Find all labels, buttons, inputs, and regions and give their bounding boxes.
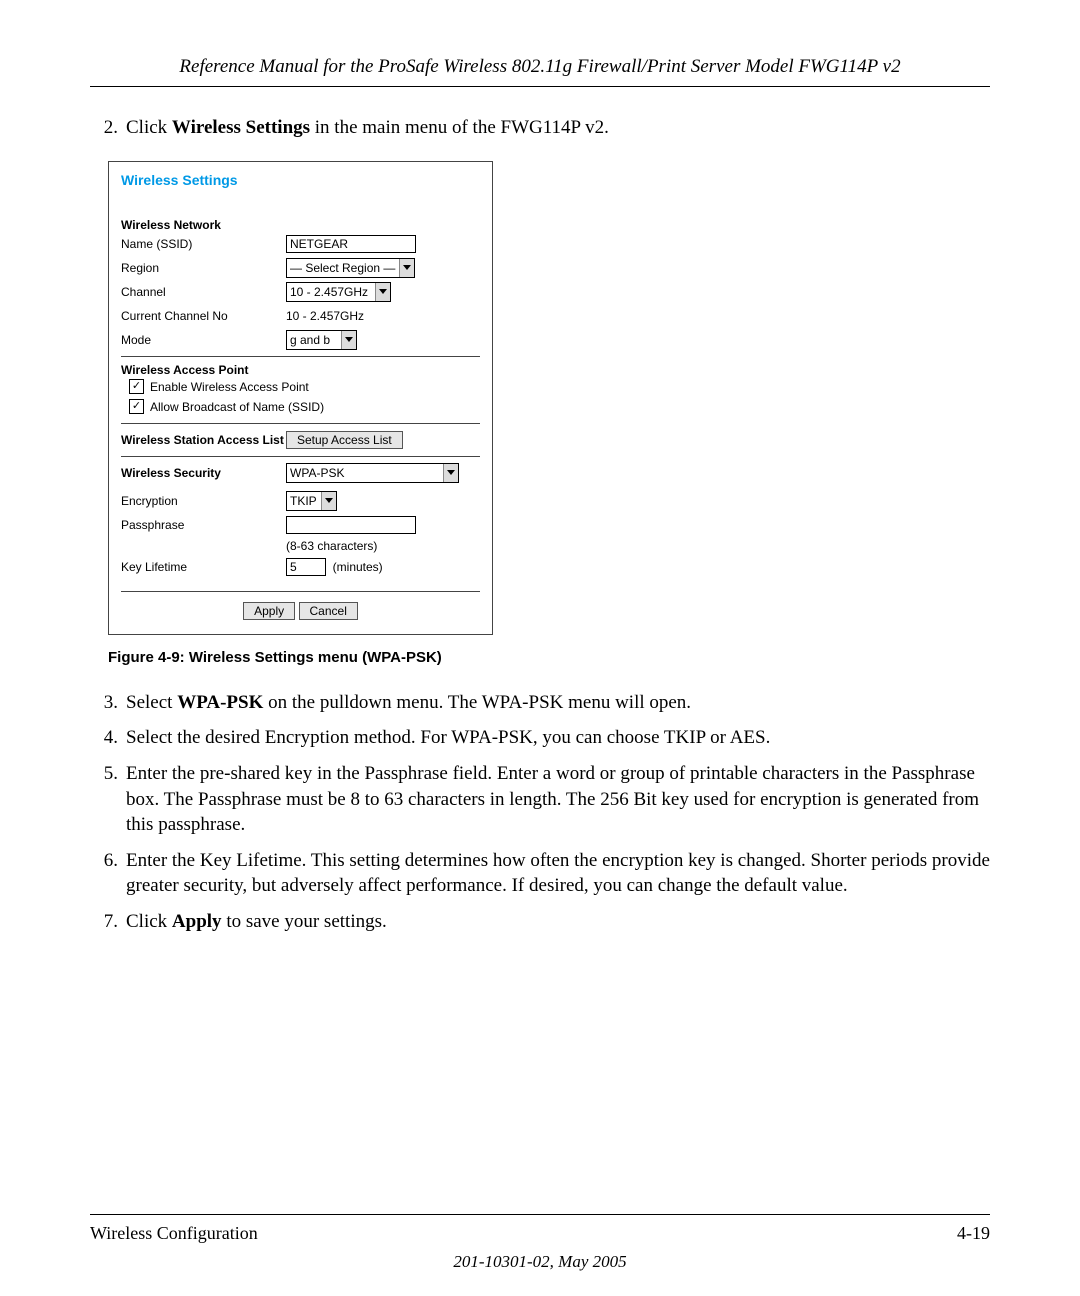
passphrase-hint: (8-63 characters): [286, 539, 480, 553]
label-mode: Mode: [121, 333, 286, 347]
step-text: Select WPA-PSK on the pulldown menu. The…: [126, 690, 990, 716]
footer-sub: 201-10301-02, May 2005: [0, 1252, 1080, 1272]
ssid-input[interactable]: [286, 235, 416, 253]
step-number: 5.: [90, 761, 118, 838]
text: Click: [126, 117, 172, 138]
step-number: 6.: [90, 848, 118, 899]
passphrase-input[interactable]: [286, 516, 416, 534]
key-lifetime-input[interactable]: [286, 558, 326, 576]
text-bold: Wireless Settings: [172, 117, 310, 138]
label-region: Region: [121, 261, 286, 275]
step-number: 4.: [90, 725, 118, 751]
key-lifetime-unit: (minutes): [333, 560, 383, 574]
text: Click: [126, 911, 172, 932]
step-number: 3.: [90, 690, 118, 716]
text: on the pulldown menu. The WPA-PSK menu w…: [263, 692, 691, 713]
label-ssid: Name (SSID): [121, 237, 286, 251]
figure-caption: Figure 4-9: Wireless Settings menu (WPA-…: [108, 649, 493, 666]
label-channel: Channel: [121, 285, 286, 299]
security-dropdown[interactable]: WPA-PSK: [286, 463, 459, 483]
text: to save your settings.: [222, 911, 387, 932]
encryption-dropdown[interactable]: TKIP: [286, 491, 337, 511]
mode-dropdown[interactable]: g and b: [286, 330, 357, 350]
dropdown-text: WPA-PSK: [287, 465, 443, 481]
broadcast-ssid-label: Allow Broadcast of Name (SSID): [150, 400, 324, 414]
channel-dropdown[interactable]: 10 - 2.457GHz: [286, 282, 391, 302]
setup-access-list-button[interactable]: Setup Access List: [286, 431, 403, 449]
enable-ap-label: Enable Wireless Access Point: [150, 380, 309, 394]
dropdown-text: TKIP: [287, 493, 321, 509]
step-text: Enter the Key Lifetime. This setting det…: [126, 848, 990, 899]
section-heading-ap: Wireless Access Point: [121, 357, 480, 377]
section-heading-security: Wireless Security: [121, 466, 286, 480]
dropdown-text: — Select Region —: [287, 260, 399, 276]
chevron-down-icon: [341, 331, 356, 349]
wireless-settings-panel: Wireless Settings Wireless Network Name …: [108, 161, 493, 635]
chevron-down-icon: [375, 283, 390, 301]
text-bold: Apply: [172, 911, 222, 932]
broadcast-ssid-checkbox[interactable]: [129, 399, 144, 414]
step-text: Click Wireless Settings in the main menu…: [126, 115, 990, 141]
enable-ap-checkbox[interactable]: [129, 379, 144, 394]
step-text: Click Apply to save your settings.: [126, 909, 990, 935]
apply-button[interactable]: Apply: [243, 602, 295, 620]
section-heading-access-list: Wireless Station Access List: [121, 433, 286, 447]
step-text: Select the desired Encryption method. Fo…: [126, 725, 990, 751]
footer-right: 4-19: [957, 1223, 990, 1244]
label-encryption: Encryption: [121, 494, 286, 508]
step-number: 7.: [90, 909, 118, 935]
section-heading-network: Wireless Network: [121, 212, 480, 232]
current-channel-value: 10 - 2.457GHz: [286, 309, 480, 323]
footer-left: Wireless Configuration: [90, 1223, 258, 1244]
cancel-button[interactable]: Cancel: [299, 602, 358, 620]
chevron-down-icon: [443, 464, 458, 482]
label-passphrase: Passphrase: [121, 518, 286, 532]
page-header: Reference Manual for the ProSafe Wireles…: [90, 56, 990, 87]
text: Select: [126, 692, 177, 713]
step-text: Enter the pre-shared key in the Passphra…: [126, 761, 990, 838]
chevron-down-icon: [399, 259, 414, 277]
dropdown-text: 10 - 2.457GHz: [287, 284, 375, 300]
text: in the main menu of the FWG114P v2.: [310, 117, 609, 138]
dropdown-text: g and b: [287, 332, 341, 348]
label-key-lifetime: Key Lifetime: [121, 560, 286, 574]
label-current-channel: Current Channel No: [121, 309, 286, 323]
region-dropdown[interactable]: — Select Region —: [286, 258, 415, 278]
step-number: 2.: [90, 115, 118, 141]
chevron-down-icon: [321, 492, 336, 510]
text-bold: WPA-PSK: [177, 692, 263, 713]
panel-title: Wireless Settings: [121, 172, 480, 188]
